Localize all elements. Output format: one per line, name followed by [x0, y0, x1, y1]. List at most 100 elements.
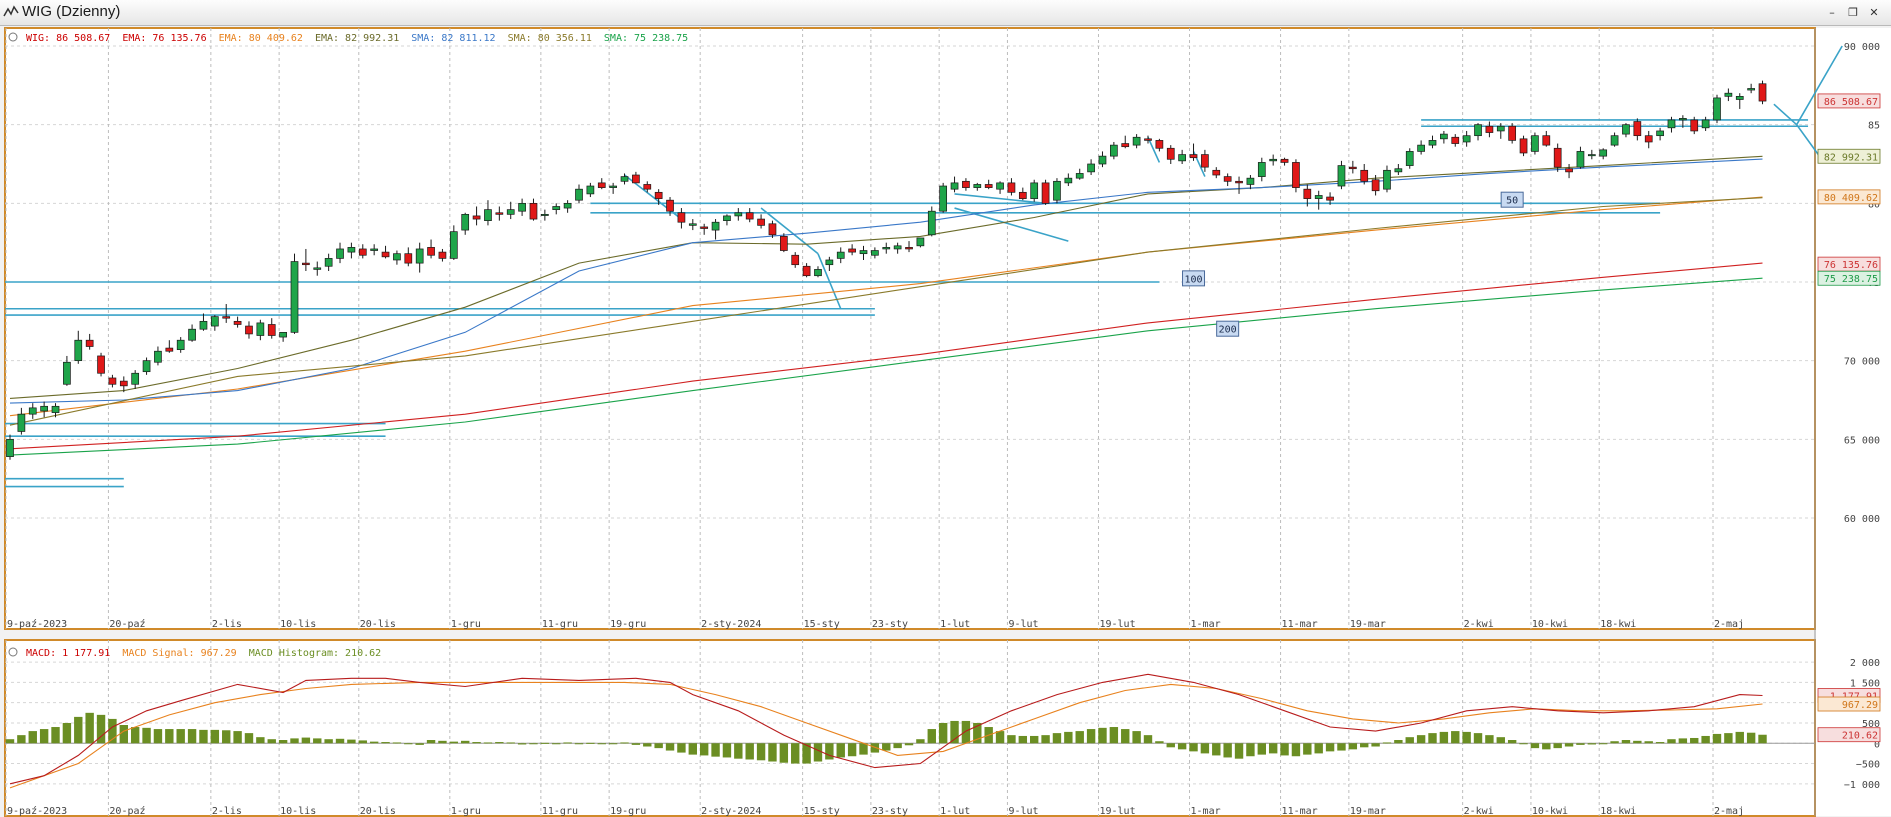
- legend-value: 210.62: [345, 648, 381, 659]
- title-bar[interactable]: WIG (Dzienny) – ❐ ✕: [0, 0, 1891, 26]
- candle: [1383, 165, 1391, 193]
- x-tick-label: 2-sty-2024: [701, 619, 761, 630]
- candle: [131, 370, 140, 389]
- histogram-bar: [278, 740, 288, 744]
- candle-body: [1565, 168, 1573, 173]
- ma-tag: 200: [1216, 320, 1240, 337]
- trend-line: [1147, 136, 1161, 163]
- candle: [1519, 135, 1528, 157]
- histogram-bar: [722, 743, 732, 758]
- histogram-bar: [244, 733, 254, 744]
- candle: [1496, 123, 1505, 139]
- candle: [188, 324, 196, 342]
- candle: [1292, 159, 1300, 193]
- candle: [1644, 130, 1653, 149]
- candle: [1428, 135, 1437, 149]
- candle: [859, 245, 868, 260]
- candle: [85, 333, 94, 350]
- price-legend: WIG: 86 508.67 EMA: 76 135.76 EMA: 80 40…: [8, 32, 688, 44]
- histogram-bar: [233, 731, 242, 744]
- histogram-bar: [1098, 727, 1107, 744]
- moving-average-line: [9, 262, 1763, 450]
- candle: [1531, 132, 1539, 155]
- histogram-bar: [1018, 735, 1028, 744]
- histogram-bar: [1371, 743, 1380, 747]
- candle-body: [1644, 135, 1653, 143]
- candle-body: [97, 355, 105, 374]
- candle: [1565, 164, 1573, 179]
- histogram-bar: [28, 731, 37, 744]
- candle: [199, 313, 208, 331]
- histogram-bar: [1155, 741, 1164, 744]
- candle-body: [973, 184, 982, 188]
- value-label-box: [1817, 189, 1881, 205]
- candle-body: [1428, 140, 1437, 146]
- candle-body: [63, 361, 71, 385]
- candle-body: [245, 325, 253, 335]
- candle-body: [142, 360, 151, 373]
- value-label-text: 75 238.75: [1824, 274, 1878, 285]
- candle: [1451, 134, 1460, 147]
- histogram-bar: [586, 742, 595, 744]
- histogram-bar: [51, 727, 60, 744]
- candle-body: [176, 339, 185, 351]
- candle: [472, 206, 481, 226]
- candle-body: [256, 322, 265, 336]
- histogram-bar: [961, 720, 971, 744]
- candle-body: [1531, 135, 1539, 152]
- candle-body: [677, 212, 686, 223]
- candle: [791, 252, 800, 268]
- minimize-icon[interactable]: –: [1829, 6, 1835, 19]
- candle-body: [1144, 138, 1152, 141]
- histogram-bar: [267, 739, 276, 744]
- candle-body: [563, 202, 572, 209]
- candle: [1758, 80, 1767, 105]
- candle: [905, 241, 913, 253]
- candle: [654, 189, 663, 205]
- candle-body: [1394, 168, 1403, 173]
- candle: [256, 319, 265, 341]
- candle-body: [802, 265, 811, 277]
- histogram-bar: [1655, 742, 1665, 744]
- histogram-bar: [324, 739, 333, 744]
- x-tick-label: 11-gru: [542, 619, 578, 630]
- candle: [1587, 149, 1596, 160]
- candle: [893, 242, 902, 254]
- histogram-bar: [187, 729, 197, 744]
- histogram-bar: [381, 742, 390, 744]
- candle: [74, 330, 83, 364]
- candle: [1041, 179, 1050, 205]
- histogram-bar: [165, 729, 174, 744]
- legend-label: MACD Histogram:: [249, 648, 339, 659]
- candle: [836, 247, 845, 264]
- candle: [1132, 134, 1141, 149]
- histogram-bar: [1086, 729, 1096, 744]
- moving-average-line: [9, 155, 1763, 399]
- candle: [563, 200, 572, 213]
- histogram-bar: [313, 738, 322, 744]
- ma-tag: 100: [1182, 270, 1206, 287]
- candle-body: [1496, 125, 1505, 132]
- candle: [1701, 116, 1710, 131]
- close-icon[interactable]: ✕: [1869, 6, 1879, 19]
- x-tick-label: 1-mar: [1191, 806, 1221, 817]
- histogram-bar: [1177, 743, 1187, 750]
- histogram-bar: [1439, 731, 1449, 744]
- restore-icon[interactable]: ❐: [1848, 6, 1858, 19]
- candle-body: [609, 185, 617, 188]
- histogram-bar: [1576, 743, 1585, 745]
- candle: [119, 376, 128, 393]
- ma-tag-box: [1500, 191, 1524, 208]
- histogram-bar: [301, 737, 311, 744]
- histogram-bar: [1223, 743, 1232, 758]
- ma-tag-label: 200: [1219, 325, 1237, 336]
- histogram-bar: [1234, 743, 1244, 759]
- candle: [1269, 154, 1278, 166]
- candle: [518, 198, 526, 216]
- candle-body: [1041, 182, 1050, 204]
- x-tick-label: 9-paź-2023: [7, 805, 67, 817]
- histogram-bar: [1633, 740, 1642, 744]
- candle: [313, 261, 322, 276]
